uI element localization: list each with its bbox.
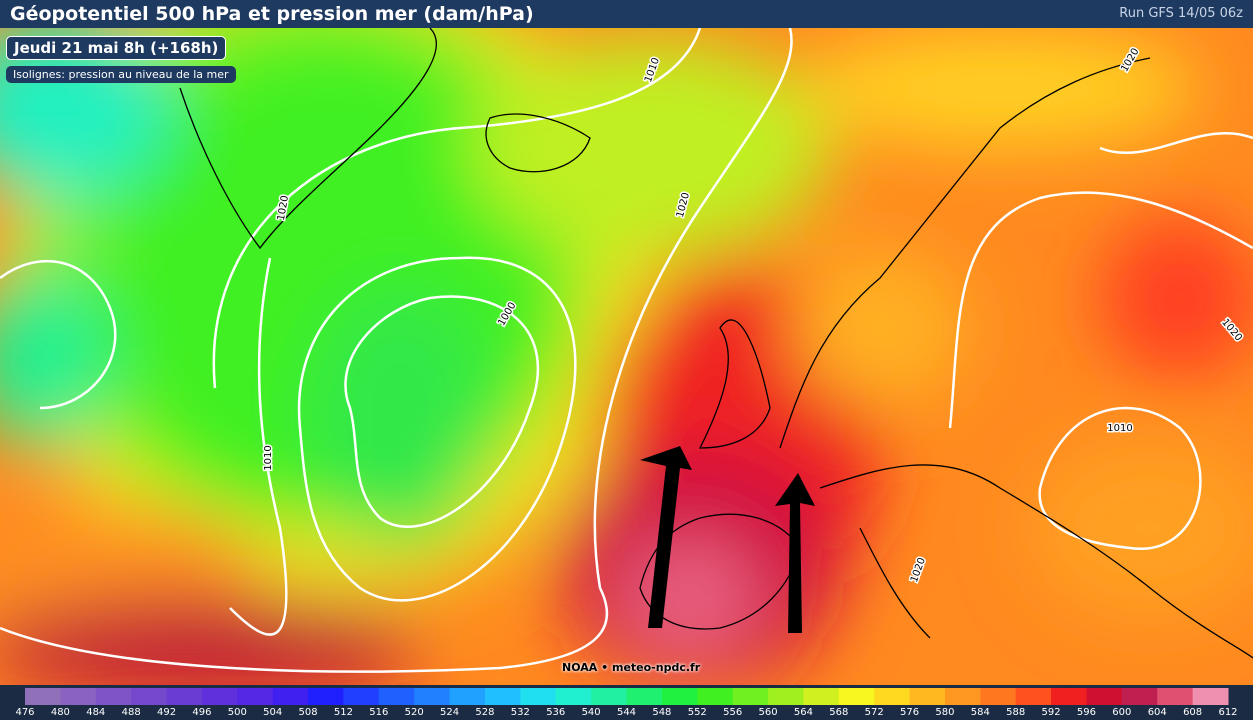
scale-swatch — [803, 688, 840, 705]
scale-swatch — [414, 688, 451, 705]
scale-swatch — [768, 688, 804, 705]
scale-swatch — [1121, 688, 1158, 705]
scale-swatch — [874, 688, 911, 705]
scale-swatch — [1015, 688, 1052, 705]
scale-tick-label: 588 — [1006, 707, 1025, 718]
scale-tick-label: 492 — [157, 707, 176, 718]
scale-tick-label: 568 — [829, 707, 848, 718]
scale-swatch — [308, 688, 344, 705]
scale-tick-label: 592 — [1042, 707, 1061, 718]
scale-tick-label: 496 — [192, 707, 211, 718]
scale-swatch — [1051, 688, 1087, 705]
scale-tick-label: 600 — [1112, 707, 1131, 718]
scale-tick-label: 580 — [935, 707, 954, 718]
scale-swatch — [60, 688, 97, 705]
scale-swatch — [201, 688, 238, 705]
header: Géopotentiel 500 hPa et pression mer (da… — [0, 0, 1253, 28]
scale-swatch — [131, 688, 168, 705]
scale-tick-label: 524 — [440, 707, 459, 718]
scale-swatch — [1086, 688, 1123, 705]
scale-swatch — [838, 688, 875, 705]
scale-tick-label: 552 — [688, 707, 707, 718]
scale-swatch — [626, 688, 663, 705]
scale-swatch — [661, 688, 698, 705]
scale-swatch — [237, 688, 274, 705]
scale-tick-label: 544 — [617, 707, 636, 718]
scale-swatch — [520, 688, 557, 705]
credit: NOAA • meteo-npdc.fr — [562, 661, 701, 674]
isoline-label: 1010 — [263, 445, 274, 470]
scale-swatch — [732, 688, 769, 705]
scale-tick-label: 572 — [865, 707, 884, 718]
scale-swatch — [909, 688, 946, 705]
color-scale: 476 480 484 488 492 496 500 504 508 512 516 520 524 5… — [0, 685, 1253, 720]
coastlines — [179, 28, 1253, 659]
arrows — [640, 446, 815, 633]
run-info: Run GFS 14/05 06z — [1119, 6, 1243, 21]
title: Géopotentiel 500 hPa et pression mer (da… — [10, 3, 534, 25]
isoline-label: 1010 — [1107, 423, 1132, 434]
scale-tick-label: 520 — [405, 707, 424, 718]
scale-tick-label: 608 — [1183, 707, 1202, 718]
date-badge: Jeudi 21 mai 8h (+168h) — [6, 36, 227, 60]
scale-tick-label: 484 — [86, 707, 105, 718]
scale-swatch — [591, 688, 627, 705]
scale-tick-label: 488 — [122, 707, 141, 718]
scale-swatch — [449, 688, 486, 705]
scale-tick-label: 612 — [1218, 707, 1237, 718]
scale-swatch — [944, 688, 981, 705]
scale-swatch — [1192, 688, 1229, 705]
scale-swatch — [25, 688, 61, 705]
scale-swatch — [343, 688, 380, 705]
scale-swatch — [555, 688, 592, 705]
scale-swatch — [1157, 688, 1194, 705]
scale-tick-label: 564 — [794, 707, 813, 718]
scale-tick-label: 500 — [228, 707, 247, 718]
scale-tick-label: 528 — [475, 707, 494, 718]
scale-tick-label: 536 — [546, 707, 565, 718]
scale-swatch — [980, 688, 1017, 705]
scale-swatch — [378, 688, 415, 705]
scale-tick-label: 532 — [511, 707, 530, 718]
scale-swatch — [272, 688, 309, 705]
scale-swatch — [95, 688, 132, 705]
scale-swatch — [484, 688, 521, 705]
scale-tick-label: 480 — [51, 707, 70, 718]
scale-tick-label: 516 — [369, 707, 388, 718]
scale-tick-label: 560 — [758, 707, 777, 718]
scale-tick-label: 576 — [900, 707, 919, 718]
scale-tick-label: 508 — [299, 707, 318, 718]
scale-tick-label: 476 — [15, 707, 34, 718]
scale-tick-label: 604 — [1148, 707, 1167, 718]
scale-tick-label: 512 — [334, 707, 353, 718]
scale-tick-label: 504 — [263, 707, 282, 718]
scale-tick-label: 596 — [1077, 707, 1096, 718]
scale-swatch — [166, 688, 203, 705]
scale-tick-label: 540 — [582, 707, 601, 718]
scale-tick-label: 548 — [652, 707, 671, 718]
isolines — [0, 28, 1253, 673]
scale-tick-label: 584 — [971, 707, 990, 718]
scale-tick-label: 556 — [723, 707, 742, 718]
isolines-badge: Isolignes: pression au niveau de la mer — [6, 66, 236, 83]
scale-swatch — [697, 688, 734, 705]
